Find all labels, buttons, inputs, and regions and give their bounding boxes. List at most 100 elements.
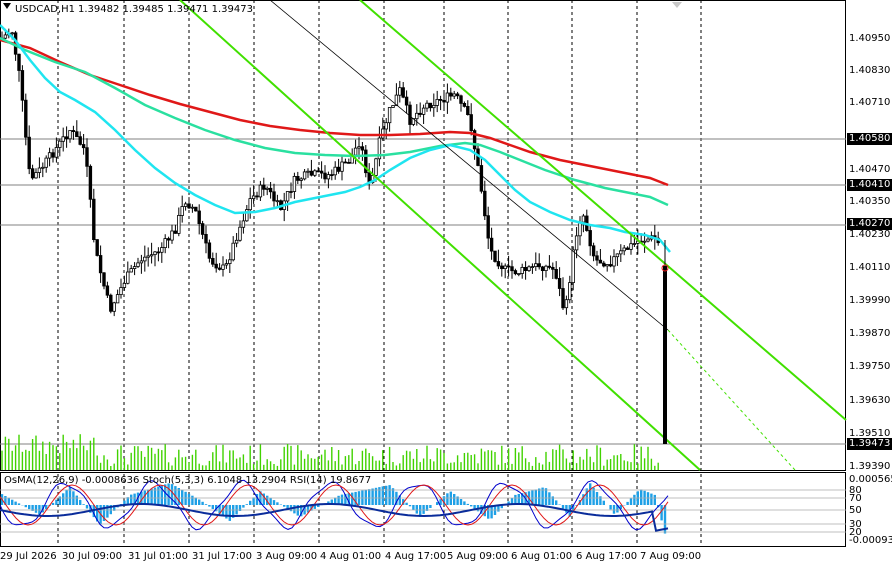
- osma-bar: [544, 488, 548, 505]
- rsi-line: [0, 503, 669, 532]
- candle-body: [313, 170, 317, 176]
- time-label: 29 Jul 2026: [0, 551, 57, 562]
- time-label: 6 Aug 01:00: [511, 551, 573, 562]
- osma-bar: [378, 487, 381, 505]
- candle-body: [10, 32, 14, 35]
- candle-body: [537, 263, 541, 268]
- osma-bar: [160, 485, 163, 505]
- candle-body: [469, 114, 473, 131]
- osma-bar: [85, 505, 89, 509]
- candle-body: [160, 247, 164, 253]
- osma-bar: [276, 502, 279, 505]
- candle-body: [194, 206, 198, 212]
- candle-body: [340, 161, 344, 172]
- osma-bar: [157, 486, 160, 505]
- indicator-title: OsMA(12,26,9) -0.0008636 Stoch(5,3,3) 6.…: [4, 475, 372, 486]
- candle-body: [170, 230, 174, 241]
- osma-bar: [371, 488, 374, 505]
- osma-bar: [82, 504, 85, 505]
- osma-bar: [228, 505, 231, 521]
- candle-body: [330, 174, 334, 177]
- main-chart-frame: [0, 0, 846, 471]
- osma-bar: [330, 499, 333, 505]
- time-label: 5 Aug 09:00: [447, 551, 509, 562]
- osma-bar: [480, 505, 483, 514]
- candle-body: [95, 239, 99, 256]
- time-label: 30 Jul 09:00: [62, 551, 122, 562]
- osma-bar: [473, 505, 476, 509]
- candle-body: [27, 136, 31, 170]
- candle-body: [540, 266, 545, 271]
- osma-bar: [123, 500, 126, 505]
- candle-body: [275, 200, 280, 203]
- osma-bar: [653, 494, 656, 505]
- candle-body: [190, 206, 195, 209]
- osma-bar: [293, 505, 296, 514]
- candle-body: [78, 136, 82, 145]
- level-tag: 1.40410: [847, 179, 892, 191]
- osma-bar: [211, 505, 214, 509]
- candle-body: [391, 105, 395, 108]
- osma-bar: [194, 497, 197, 505]
- regression-channel: [179, 0, 847, 471]
- osma-bar: [313, 505, 316, 509]
- osma-bar: [650, 493, 653, 505]
- osma-bar: [89, 505, 92, 513]
- price-label: 1.39750: [849, 361, 891, 372]
- candle-body: [343, 161, 348, 164]
- osma-bar: [442, 496, 446, 505]
- osma-bar: [453, 494, 456, 505]
- candle-body: [272, 191, 276, 202]
- candle-body: [68, 130, 72, 140]
- candle-body: [381, 128, 385, 139]
- candle-body: [234, 239, 239, 244]
- osma-bar: [446, 493, 449, 505]
- candle-body: [71, 130, 76, 133]
- osma-bar: [422, 505, 425, 514]
- candle-body: [153, 251, 157, 255]
- candle-body: [258, 184, 263, 198]
- osma-bar: [347, 493, 350, 505]
- candle-body: [625, 247, 630, 250]
- candle-body: [333, 166, 337, 176]
- osma-bar: [221, 505, 225, 517]
- shift-marker-icon[interactable]: [672, 2, 682, 8]
- price-label: 1.39990: [849, 295, 891, 306]
- candle-body: [112, 302, 116, 312]
- osma-bar: [385, 485, 388, 505]
- chart-ohlc: 1.39482 1.39485 1.39471 1.39473: [78, 4, 253, 15]
- osma-bar: [459, 499, 463, 505]
- candle-body: [292, 175, 297, 192]
- candle-body: [602, 262, 606, 267]
- candle-body: [105, 285, 110, 296]
- candle-body: [438, 99, 443, 101]
- price-label: 1.39630: [849, 395, 891, 406]
- candle-body: [394, 94, 399, 106]
- osma-bar: [136, 492, 140, 505]
- candle-body: [374, 158, 378, 176]
- candle-body: [544, 265, 548, 272]
- candle-body: [527, 266, 531, 271]
- osma-bar: [283, 505, 286, 507]
- candle-body: [285, 191, 290, 202]
- candle-body: [251, 195, 256, 199]
- candle-body: [513, 270, 518, 275]
- price-label: 1.39390: [849, 461, 891, 472]
- osma-bar: [153, 487, 157, 505]
- osma-bar: [14, 501, 17, 505]
- candle-body: [503, 265, 507, 269]
- candle-body: [571, 249, 575, 283]
- osma-bar: [232, 505, 235, 518]
- osma-bar: [374, 487, 378, 505]
- candle-body: [20, 70, 25, 101]
- osma-bar: [102, 505, 106, 521]
- candle-body: [156, 251, 161, 254]
- osma-bar: [31, 505, 34, 511]
- osma-bar: [521, 493, 524, 505]
- candle-body: [200, 223, 205, 235]
- candle-body: [177, 214, 181, 234]
- candle-body: [204, 233, 208, 244]
- osma-bar: [633, 494, 636, 505]
